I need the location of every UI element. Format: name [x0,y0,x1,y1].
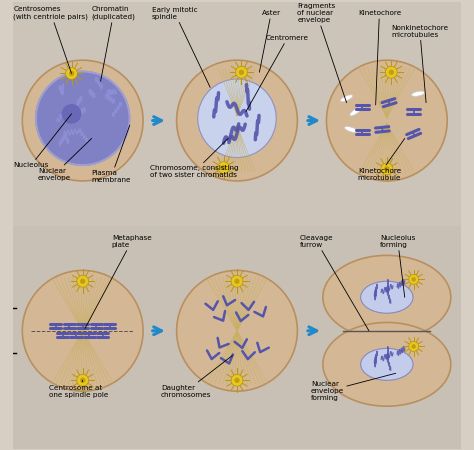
Text: Chromosome, consisting
of two sister chromatids: Chromosome, consisting of two sister chr… [150,139,238,179]
Ellipse shape [177,60,297,181]
Circle shape [411,277,416,282]
Text: Nucleolus
forming: Nucleolus forming [380,235,416,297]
Text: Daughter
chromosomes: Daughter chromosomes [161,356,233,398]
Ellipse shape [323,255,451,339]
Circle shape [231,275,243,287]
Ellipse shape [411,91,425,96]
Ellipse shape [327,60,447,181]
Circle shape [384,166,390,171]
Ellipse shape [361,281,413,313]
Text: Centromere: Centromere [246,35,309,112]
Circle shape [77,275,89,287]
Text: Chromatin
(duplicated): Chromatin (duplicated) [91,6,136,81]
Ellipse shape [350,108,361,116]
Ellipse shape [36,72,129,165]
Circle shape [411,344,416,349]
Circle shape [234,279,240,284]
Text: Aster: Aster [259,10,281,72]
Circle shape [409,274,419,284]
Circle shape [65,68,77,79]
Circle shape [77,374,89,386]
Circle shape [231,374,243,386]
Text: Metaphase
plate: Metaphase plate [85,235,152,328]
Circle shape [381,163,393,175]
Ellipse shape [198,79,276,158]
Text: Nuclear
envelope: Nuclear envelope [38,139,91,181]
Text: Kinetochore
microtubule: Kinetochore microtubule [358,139,405,181]
Circle shape [239,70,244,75]
Circle shape [62,104,82,124]
Circle shape [236,66,247,78]
Circle shape [389,70,394,75]
Ellipse shape [22,270,143,391]
FancyBboxPatch shape [13,225,461,449]
Circle shape [234,378,240,383]
Ellipse shape [177,270,297,391]
FancyBboxPatch shape [13,2,461,225]
Text: Centrosomes
(with centriole pairs): Centrosomes (with centriole pairs) [13,6,88,73]
Circle shape [409,342,419,351]
Circle shape [80,279,85,284]
Text: Kinetochore: Kinetochore [358,10,401,105]
Text: Centrosome at
one spindle pole: Centrosome at one spindle pole [49,380,109,398]
Circle shape [385,66,397,78]
Text: Plasma
membrane: Plasma membrane [91,125,131,183]
Text: Fragments
of nuclear
envelope: Fragments of nuclear envelope [297,3,346,103]
Circle shape [80,378,85,383]
Text: Cleavage
furrow: Cleavage furrow [300,235,369,331]
Text: Nuclear
envelope
forming: Nuclear envelope forming [311,373,396,401]
Circle shape [221,165,226,171]
Circle shape [218,162,229,174]
Ellipse shape [323,323,451,406]
Text: Spindle: Spindle [0,449,1,450]
Ellipse shape [22,60,143,181]
Ellipse shape [340,95,353,102]
Text: Nucleolus: Nucleolus [13,114,72,168]
Text: Nonkinetochore
microtubules: Nonkinetochore microtubules [392,25,448,103]
Ellipse shape [361,348,413,380]
Ellipse shape [345,126,357,132]
Text: Early mitotic
spindle: Early mitotic spindle [152,7,210,87]
Circle shape [69,71,74,76]
